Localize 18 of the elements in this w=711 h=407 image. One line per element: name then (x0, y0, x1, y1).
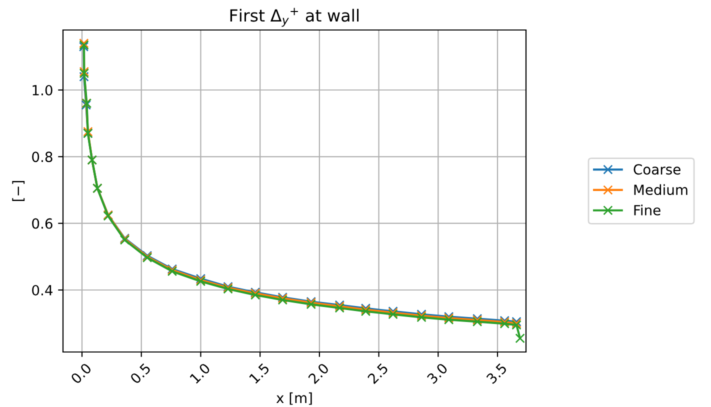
x-tick-label: 0.5 (130, 362, 152, 384)
chart-title: First Δ$_{y}$$^{+}$ at wall (230, 8, 359, 27)
y-tick-label: 0.8 (32, 152, 52, 162)
x-tick-label: 3.0 (426, 362, 448, 384)
x-tick-label: 0.0 (70, 362, 92, 384)
y-tick-label: 0.6 (32, 218, 52, 229)
y-tick-label: 1.0 (32, 84, 52, 96)
x-axis-title: x [m] (276, 392, 312, 405)
y-axis-title: [−] (12, 180, 25, 202)
legend-label: Medium (634, 184, 688, 196)
x-tick-label: 2.5 (367, 362, 389, 384)
x-tick-label: 3.5 (486, 362, 508, 384)
legend-label: Coarse (634, 164, 680, 175)
x-tick-label: 2.0 (308, 362, 330, 384)
y-tick-label: 0.4 (32, 284, 52, 296)
x-tick-label: 1.0 (189, 362, 211, 384)
legend-label: Fine (634, 204, 660, 216)
x-tick-label: 1.5 (248, 362, 270, 384)
